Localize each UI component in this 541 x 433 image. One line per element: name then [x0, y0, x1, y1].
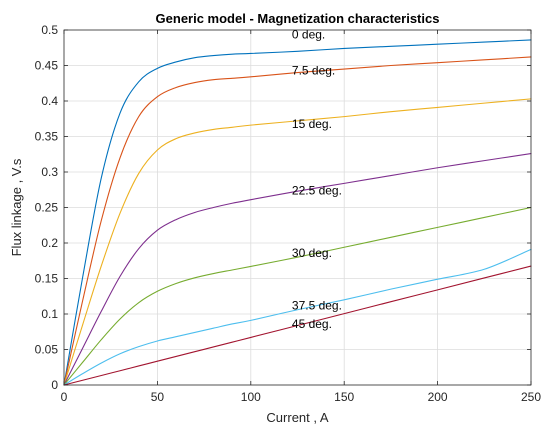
x-tick-label: 200	[428, 390, 448, 404]
x-tick-label: 50	[151, 390, 165, 404]
curve-label: 37.5 deg.	[292, 299, 342, 313]
series-lines	[63, 39, 532, 386]
y-tick-label: 0.05	[35, 343, 59, 357]
y-tick-label: 0.2	[41, 236, 58, 250]
series-line-45-deg	[63, 265, 532, 386]
grid-lines	[64, 30, 531, 385]
curve-label: 45 deg.	[292, 317, 332, 331]
y-tick-label: 0.35	[35, 130, 59, 144]
y-tick-label: 0	[51, 378, 58, 392]
series-line-7-5-deg	[63, 56, 532, 386]
series-line-0-deg	[63, 39, 532, 386]
curve-label: 22.5 deg.	[292, 184, 342, 198]
axis-ticks: 0 50 100 150 200 250 0 0.05 0.1 0.15 0.2 0.25 0.3 0.3…	[35, 23, 541, 404]
y-tick-label: 0.45	[35, 59, 59, 73]
y-axis-label: Flux linkage , V.s	[9, 158, 24, 256]
chart-title: Generic model - Magnetization characteri…	[156, 11, 440, 26]
y-tick-label: 0.4	[41, 94, 58, 108]
curve-label: 15 deg.	[292, 117, 332, 131]
x-axis-label: Current , A	[266, 410, 328, 425]
x-tick-label: 150	[334, 390, 354, 404]
series-line-37-5-deg	[63, 248, 532, 386]
series-line-30-deg	[63, 206, 532, 386]
y-tick-label: 0.15	[35, 272, 59, 286]
y-tick-label: 0.5	[41, 23, 58, 37]
x-tick-label: 250	[521, 390, 541, 404]
series-line-22-5-deg	[63, 152, 532, 386]
y-tick-label: 0.1	[41, 307, 58, 321]
curve-label: 30 deg.	[292, 246, 332, 260]
curve-label: 7.5 deg.	[292, 64, 335, 78]
series-line-15-deg	[63, 98, 532, 386]
curve-label: 0 deg.	[292, 28, 325, 42]
x-tick-label: 100	[241, 390, 261, 404]
x-tick-label: 0	[61, 390, 68, 404]
curve-annotations: 0 deg. 7.5 deg. 15 deg. 22.5 deg. 30 deg. 37.…	[292, 28, 342, 332]
y-tick-label: 0.3	[41, 165, 58, 179]
y-tick-label: 0.25	[35, 201, 59, 215]
